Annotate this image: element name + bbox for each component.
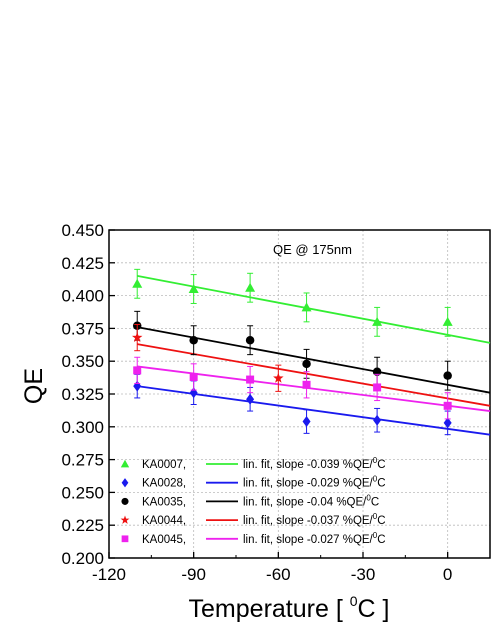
legend-fit-label: lin. fit, slope -0.04 %QE/0C	[243, 493, 379, 508]
data-point	[443, 417, 452, 429]
x-tick-label: -30	[351, 565, 376, 584]
y-tick-label: 0.325	[61, 385, 104, 404]
legend-marker	[121, 497, 129, 505]
data-point	[189, 335, 198, 345]
grid-lines	[109, 230, 490, 558]
data-point	[132, 278, 143, 288]
x-axis-label-sup: 0	[350, 593, 358, 609]
y-tick-label: 0.425	[61, 254, 104, 273]
data-point	[372, 316, 383, 326]
legend-fit-label: lin. fit, slope -0.037 %QE/0C	[243, 512, 386, 527]
data-point	[443, 401, 452, 410]
fit-lines	[137, 275, 491, 436]
legend-series-name: KA0007,	[142, 459, 186, 471]
fit-line	[137, 326, 491, 394]
data-point	[302, 380, 311, 389]
y-tick-label: 0.225	[61, 516, 104, 535]
x-tick-label: 0	[443, 565, 452, 584]
legend: KA0007, lin. fit, slope -0.039 %QE/0C KA00…	[120, 456, 386, 546]
data-points	[131, 268, 453, 436]
legend-marker	[121, 535, 129, 543]
x-tick-label: -120	[92, 565, 126, 584]
legend-fit-label: lin. fit, slope -0.039 %QE/0C	[243, 456, 386, 471]
y-tick-label: 0.200	[61, 549, 104, 568]
legend-marker	[120, 515, 130, 524]
x-axis-label-tail: C ]	[358, 595, 390, 623]
x-tick-label: -60	[266, 565, 291, 584]
y-axis-ticks: 0.200 0.225 0.250 0.275 0.300 0.325 0.350 0.375…	[61, 221, 115, 568]
legend-marker	[120, 459, 130, 468]
y-axis-label: QE	[20, 368, 48, 404]
data-point	[188, 284, 199, 294]
data-point	[373, 383, 382, 392]
data-point	[373, 414, 382, 426]
legend-series-name: KA0045,	[142, 534, 186, 546]
data-point	[301, 302, 312, 312]
data-point	[246, 375, 255, 384]
y-tick-label: 0.350	[61, 352, 104, 371]
y-tick-label: 0.250	[61, 483, 104, 502]
y-tick-label: 0.300	[61, 418, 104, 437]
x-tick-label: -90	[181, 565, 206, 584]
x-axis-label: Temperature [ 0C ]	[189, 593, 390, 623]
fit-line	[137, 385, 491, 436]
y-tick-label: 0.375	[61, 319, 104, 338]
legend-series-name: KA0028,	[142, 478, 186, 490]
fit-line	[137, 275, 491, 344]
legend-series-name: KA0035,	[142, 496, 186, 508]
chart-annotation: QE @ 175nm	[273, 242, 352, 257]
data-point	[273, 372, 284, 383]
x-axis-label-main: Temperature [	[189, 595, 350, 623]
data-point	[443, 371, 452, 380]
data-point	[245, 282, 256, 292]
data-point	[302, 359, 311, 369]
legend-series-name: KA0044,	[142, 515, 186, 527]
x-axis-ticks: -120 -90 -60 -30 0	[92, 552, 452, 584]
data-point	[245, 335, 255, 345]
data-point	[302, 416, 311, 428]
data-point	[131, 332, 143, 343]
legend-fit-label: lin. fit, slope -0.029 %QE/0C	[243, 475, 386, 490]
data-point	[189, 372, 198, 381]
data-point	[442, 316, 453, 326]
y-tick-label: 0.275	[61, 451, 104, 470]
y-tick-label: 0.400	[61, 287, 104, 306]
y-tick-label: 0.450	[61, 221, 104, 240]
data-point	[246, 393, 255, 405]
data-point	[133, 366, 142, 375]
legend-fit-label: lin. fit, slope -0.027 %QE/0C	[243, 531, 386, 546]
legend-marker	[121, 478, 129, 488]
